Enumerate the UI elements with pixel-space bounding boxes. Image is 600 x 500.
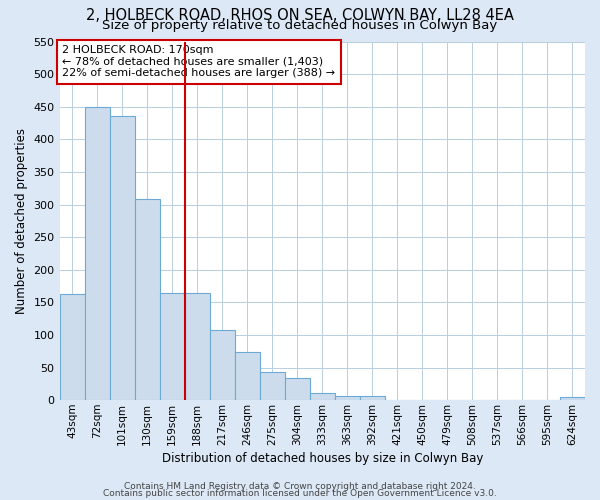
Bar [560,397,585,400]
Text: Size of property relative to detached houses in Colwyn Bay: Size of property relative to detached ho… [103,18,497,32]
Bar [335,396,360,400]
Bar [59,294,85,400]
X-axis label: Distribution of detached houses by size in Colwyn Bay: Distribution of detached houses by size … [161,452,483,465]
Bar [85,106,110,400]
Y-axis label: Number of detached properties: Number of detached properties [15,128,28,314]
Bar [110,116,134,400]
Bar [285,378,310,400]
Bar [160,292,185,400]
Bar [134,200,160,400]
Text: Contains HM Land Registry data © Crown copyright and database right 2024.: Contains HM Land Registry data © Crown c… [124,482,476,491]
Bar [185,292,209,400]
Bar [235,352,260,400]
Bar [310,393,335,400]
Bar [260,372,285,400]
Text: 2, HOLBECK ROAD, RHOS ON SEA, COLWYN BAY, LL28 4EA: 2, HOLBECK ROAD, RHOS ON SEA, COLWYN BAY… [86,8,514,22]
Text: 2 HOLBECK ROAD: 170sqm
← 78% of detached houses are smaller (1,403)
22% of semi-: 2 HOLBECK ROAD: 170sqm ← 78% of detached… [62,45,335,78]
Bar [209,330,235,400]
Text: Contains public sector information licensed under the Open Government Licence v3: Contains public sector information licen… [103,488,497,498]
Bar [360,396,385,400]
